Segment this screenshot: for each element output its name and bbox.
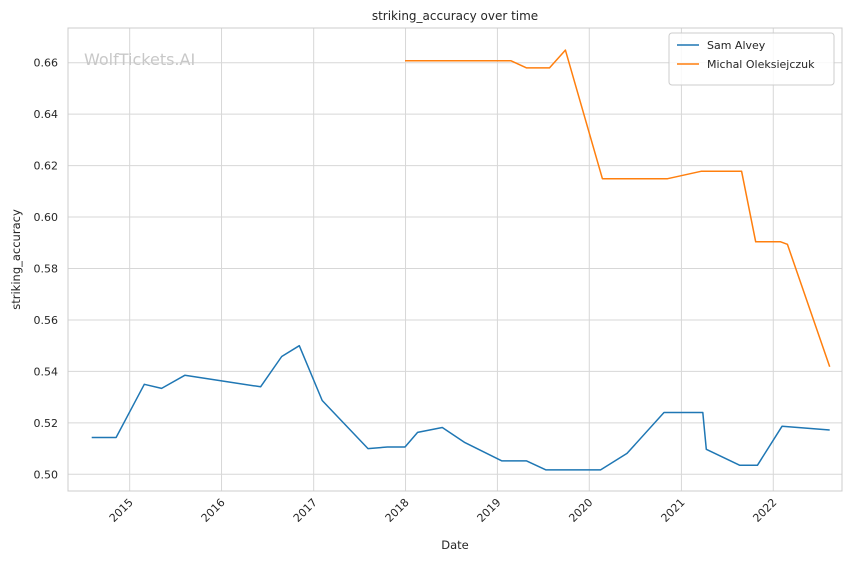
legend-box — [668, 32, 835, 86]
y-tick-label: 0.66 — [34, 57, 59, 70]
x-tick-labels: 2015 2016 2017 2018 2019 2020 2021 2022 — [107, 496, 780, 525]
legend-label: Michal Oleksiejczuk — [707, 58, 815, 71]
y-tick-label: 0.62 — [34, 160, 59, 173]
grid-lines — [68, 28, 842, 491]
plot-frame — [67, 27, 843, 492]
series-line-0 — [91, 344, 830, 471]
y-tick-label: 0.54 — [34, 365, 59, 378]
y-tick-label: 0.64 — [34, 108, 59, 121]
x-tick-label: 2016 — [199, 496, 228, 525]
x-tick-label: 2015 — [107, 496, 136, 525]
x-tick-label: 2019 — [475, 496, 504, 525]
x-tick-label: 2020 — [566, 496, 595, 525]
x-tick-label: 2017 — [291, 496, 320, 525]
y-axis-label: striking_accuracy — [9, 209, 23, 310]
y-tick-label: 0.52 — [34, 417, 59, 430]
y-tick-labels: 0.50 0.52 0.54 0.56 0.58 0.60 0.62 0.64 0.66 — [34, 57, 59, 482]
legend: Sam Alvey Michal Oleksiejczuk — [668, 32, 835, 86]
series-lines — [91, 49, 831, 471]
legend-label: Sam Alvey — [707, 39, 766, 52]
y-tick-label: 0.60 — [34, 211, 59, 224]
x-tick-label: 2022 — [750, 496, 779, 525]
y-tick-label: 0.58 — [34, 263, 59, 276]
y-tick-label: 0.50 — [34, 468, 59, 481]
watermark: WolfTickets.AI — [84, 50, 195, 69]
x-tick-label: 2021 — [659, 496, 688, 525]
x-axis-label: Date — [441, 538, 469, 552]
y-tick-label: 0.56 — [34, 314, 59, 327]
chart-title: striking_accuracy over time — [372, 9, 538, 23]
series-line-1 — [405, 49, 831, 368]
x-tick-label: 2018 — [383, 496, 412, 525]
